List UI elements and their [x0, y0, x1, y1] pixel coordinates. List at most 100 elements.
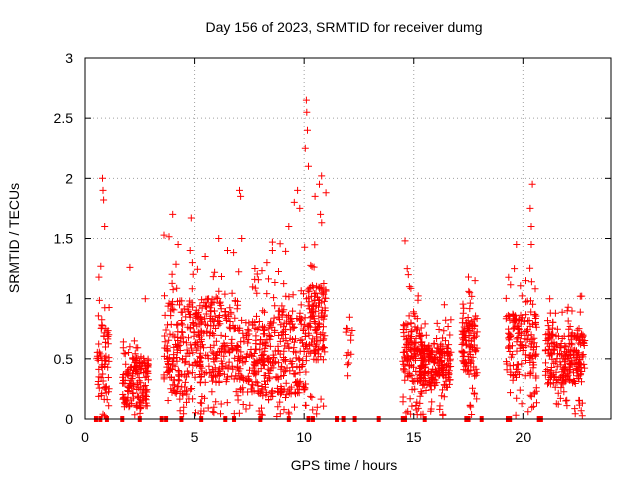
data-point [171, 381, 179, 389]
data-point [163, 363, 171, 371]
data-point [437, 346, 445, 354]
data-point [239, 384, 247, 392]
y-tick-label: 1 [65, 291, 73, 307]
data-point [544, 330, 552, 338]
data-point [207, 308, 215, 316]
data-point [563, 307, 571, 315]
data-point [200, 407, 208, 415]
data-point [101, 363, 109, 370]
data-point [473, 315, 481, 323]
data-point [304, 302, 312, 310]
data-point [175, 377, 183, 385]
data-point [313, 410, 321, 418]
data-point [249, 381, 257, 389]
data-point [263, 336, 271, 344]
data-point [165, 233, 173, 241]
data-point [529, 320, 536, 328]
data-point [532, 323, 540, 331]
data-point [170, 343, 178, 351]
y-tick-label: 1.5 [54, 231, 74, 247]
data-point [403, 265, 411, 273]
data-point [187, 214, 195, 222]
y-tick-label: 2 [65, 170, 73, 186]
data-point [139, 397, 147, 405]
data-point [171, 388, 179, 396]
data-point [305, 331, 313, 339]
data-point [224, 373, 231, 381]
data-point [322, 189, 330, 197]
data-point [283, 364, 291, 372]
data-point [578, 412, 586, 420]
data-point [282, 292, 290, 300]
data-point [523, 327, 530, 335]
data-point [188, 285, 196, 293]
data-point [470, 389, 478, 397]
data-point [292, 349, 300, 357]
data-point [179, 338, 187, 346]
data-point [121, 350, 129, 358]
data-point [562, 397, 570, 405]
data-point [94, 356, 102, 364]
data-point [259, 330, 267, 338]
data-point [130, 355, 138, 363]
data-point [251, 275, 259, 283]
data-point [503, 358, 510, 366]
data-point [427, 371, 435, 379]
data-point [311, 290, 319, 298]
data-point [170, 351, 178, 359]
data-point [196, 349, 204, 357]
data-point [212, 325, 220, 332]
chart-title: Day 156 of 2023, SRMTID for receiver dum… [205, 19, 482, 35]
data-point [141, 295, 149, 303]
data-point [311, 337, 318, 345]
data-point [242, 319, 250, 327]
data-point [226, 304, 234, 312]
data-point [546, 370, 554, 378]
data-point [224, 364, 232, 372]
data-point [187, 385, 195, 393]
data-point [469, 384, 476, 392]
data-point [128, 400, 136, 408]
data-point [182, 339, 190, 347]
data-point [102, 325, 110, 333]
data-point [167, 312, 175, 320]
data-point [320, 280, 328, 287]
data-point [556, 394, 564, 402]
data-point [301, 144, 309, 152]
data-point [174, 382, 182, 390]
data-point [255, 318, 263, 325]
data-point [192, 409, 199, 417]
data-point [125, 371, 133, 379]
data-point [436, 402, 444, 410]
data-point [195, 320, 203, 328]
data-point [445, 380, 453, 388]
data-point [277, 321, 285, 329]
data-point [103, 396, 111, 404]
y-tick-label: 0.5 [54, 351, 74, 367]
data-point [227, 310, 235, 318]
x-tick-label: 15 [406, 429, 422, 445]
data-point [302, 96, 310, 104]
data-point [206, 343, 214, 351]
data-point [268, 238, 276, 246]
data-point [236, 355, 244, 363]
data-point [251, 359, 259, 366]
data-point [201, 394, 208, 402]
data-point [251, 265, 259, 272]
data-point [318, 172, 326, 180]
data-point [526, 371, 534, 379]
data-point [251, 367, 259, 375]
data-point [312, 356, 320, 364]
data-point [460, 304, 468, 312]
data-point [527, 297, 534, 305]
data-point [213, 354, 221, 362]
data-point [226, 318, 234, 325]
data-point [178, 317, 186, 324]
data-point [199, 341, 206, 349]
data-point [502, 315, 510, 323]
data-point [561, 366, 568, 374]
data-point [528, 180, 536, 188]
data-point [467, 403, 475, 411]
data-point [161, 292, 168, 300]
data-point [505, 344, 513, 352]
